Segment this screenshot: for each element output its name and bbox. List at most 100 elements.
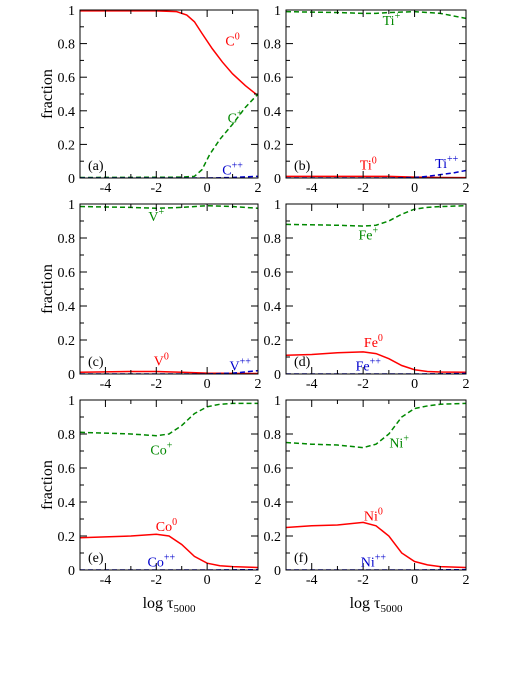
- ion-label-neutral: Ni0: [364, 507, 383, 525]
- y-tick-label: 1: [274, 4, 281, 19]
- ion-label-neutral: Fe0: [364, 333, 383, 351]
- x-tick-label: 0: [411, 377, 418, 392]
- series-line-single: [80, 402, 258, 437]
- y-tick-label: 0.2: [58, 138, 76, 153]
- ion-label-double: Fe++: [356, 357, 382, 375]
- series-line-single: [286, 204, 466, 227]
- y-tick-label: 0: [274, 172, 281, 187]
- panel-tag: (c): [88, 355, 104, 370]
- y-tick-label: 1: [274, 394, 281, 409]
- panel-f: -4 -2 0 2 0 0.2 0.4 0.6 0.8 1 (f) Ni+ Ni0 Ni++ log τ50…: [264, 394, 470, 615]
- y-tick-label: 0.6: [264, 71, 282, 86]
- ion-label-single: V+: [148, 207, 164, 225]
- y-tick-label: 0: [274, 564, 281, 579]
- panel-b: -4 -2 0 2 0 0.2 0.4 0.6 0.8 1 (b) Ti+ Ti0 Ti++: [264, 4, 470, 196]
- panel-tag: (f): [294, 551, 308, 566]
- x-tick-label: 2: [463, 181, 470, 196]
- x-tick-label: -2: [150, 573, 162, 588]
- y-tick-label: 0: [68, 564, 75, 579]
- x-axis-label: log τ5000: [350, 595, 403, 615]
- x-tick-label: -4: [306, 181, 318, 196]
- x-tick-label: 2: [463, 377, 470, 392]
- ion-label-neutral: Co0: [156, 517, 177, 535]
- ion-label-double: C++: [222, 161, 243, 179]
- ion-label-single: C+: [228, 109, 243, 127]
- y-tick-label: 0.6: [264, 462, 282, 477]
- y-tick-label: 0.4: [58, 300, 76, 315]
- series-line-neutral: [286, 351, 466, 374]
- y-tick-label: 0.6: [58, 462, 76, 477]
- axes-frame: [285, 9, 467, 179]
- ion-label-single: Ti+: [383, 11, 401, 29]
- y-tick-label: 0.8: [58, 232, 76, 247]
- series-line-single: [286, 402, 466, 449]
- ion-label-single: Ni+: [389, 434, 409, 452]
- y-axis-label: fraction: [39, 264, 56, 314]
- ion-label-double: V++: [229, 357, 251, 375]
- y-tick-label: 0.8: [58, 38, 76, 53]
- y-tick-label: 0.8: [264, 38, 282, 53]
- panel-tag: (d): [294, 355, 311, 370]
- ion-label-single: Fe+: [358, 226, 378, 244]
- x-tick-label: 0: [204, 377, 211, 392]
- y-tick-label: 1: [68, 394, 75, 409]
- y-tick-label: 0.6: [58, 71, 76, 86]
- x-tick-label: -2: [357, 377, 369, 392]
- x-tick-label: 0: [204, 573, 211, 588]
- panel-tag: (a): [88, 159, 104, 174]
- y-tick-label: 0.6: [58, 266, 76, 281]
- y-tick-label: 0.2: [58, 530, 76, 545]
- ion-label-double: Ti++: [435, 154, 459, 172]
- x-tick-label: -4: [306, 573, 318, 588]
- ion-label-neutral: V0: [154, 352, 169, 370]
- y-tick-label: 0.4: [58, 105, 76, 120]
- y-tick-label: 0.2: [58, 334, 76, 349]
- y-axis-label: fraction: [39, 69, 56, 119]
- y-tick-label: 1: [68, 198, 75, 213]
- y-tick-label: 0.8: [264, 428, 282, 443]
- ion-label-double: Co++: [148, 553, 176, 571]
- panel-tag: (b): [294, 159, 311, 174]
- panel-e: -4 -2 0 2 0 0.2 0.4 0.6 0.8 1 (e) Co+ Co0 Co++ fractio…: [39, 394, 262, 615]
- y-tick-label: 0.4: [264, 105, 282, 120]
- y-tick-label: 1: [68, 4, 75, 19]
- x-tick-label: -4: [100, 573, 112, 588]
- y-tick-label: 0.2: [264, 530, 282, 545]
- x-tick-label: 0: [204, 181, 211, 196]
- axes-frame: [79, 203, 259, 375]
- x-tick-label: -2: [150, 377, 162, 392]
- x-tick-label: 2: [255, 377, 262, 392]
- panel-d: -4 -2 0 2 0 0.2 0.4 0.6 0.8 1 (d) Fe+ Fe0 Fe++: [264, 198, 470, 392]
- x-tick-label: -2: [357, 573, 369, 588]
- x-tick-label: -2: [357, 181, 369, 196]
- y-tick-label: 0.8: [58, 428, 76, 443]
- axes-frame: [79, 399, 259, 571]
- series-line-single: [80, 93, 258, 178]
- series-line-single: [80, 204, 258, 210]
- x-tick-label: 0: [411, 181, 418, 196]
- x-tick-label: -4: [100, 181, 112, 196]
- panel-a: -4 -2 0 2 0 0.2 0.4 0.6 0.8 1 (a) C0 C+ C++ fraction: [39, 4, 262, 196]
- series-line-single: [286, 10, 466, 20]
- y-tick-label: 0.4: [58, 496, 76, 511]
- ion-label-neutral: Ti0: [360, 156, 377, 174]
- panel-c: -4 -2 0 2 0 0.2 0.4 0.6 0.8 1 (c) V+ V0 V++ fraction: [39, 198, 262, 392]
- axes-frame: [285, 399, 467, 571]
- y-tick-label: 0.8: [264, 232, 282, 247]
- series-line-neutral: [80, 10, 258, 97]
- y-tick-label: 0.4: [264, 496, 282, 511]
- series-line-neutral: [286, 521, 466, 569]
- ion-label-neutral: C0: [225, 31, 239, 49]
- ion-label-double: Ni++: [361, 553, 387, 571]
- x-tick-label: 2: [255, 573, 262, 588]
- panel-tag: (e): [88, 551, 104, 566]
- x-tick-label: -4: [306, 377, 318, 392]
- y-tick-label: 0.6: [264, 266, 282, 281]
- x-axis-label: log τ5000: [143, 595, 196, 615]
- y-tick-label: 0: [68, 172, 75, 187]
- y-tick-label: 1: [274, 198, 281, 213]
- series-line-neutral: [80, 533, 258, 569]
- x-tick-label: 2: [463, 573, 470, 588]
- x-tick-label: 0: [411, 573, 418, 588]
